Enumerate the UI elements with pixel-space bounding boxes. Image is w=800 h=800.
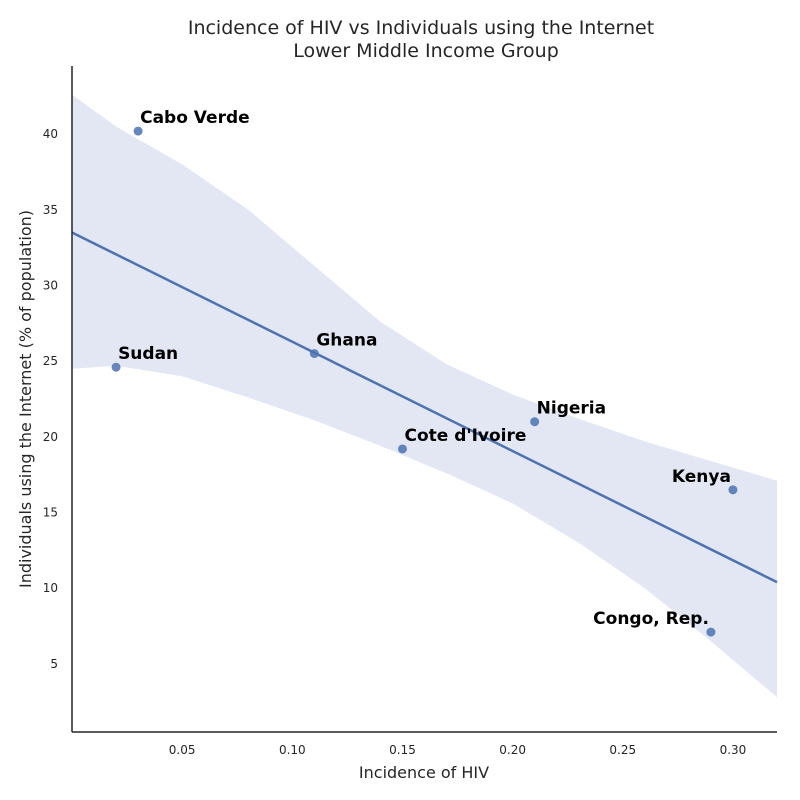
x-tick-labels: 0.05 0.10 0.15 0.20 0.25 0.30 [169, 743, 747, 757]
data-point-ghana [309, 349, 319, 359]
x-tick-label: 0.15 [389, 743, 416, 757]
chart-title-line-1: Incidence of HIV vs Individuals using th… [188, 17, 654, 39]
y-axis-label: Individuals using the Internet (% of pop… [16, 210, 35, 588]
data-point-sudan [111, 362, 121, 372]
point-label-ghana: Ghana [316, 331, 377, 351]
data-point-cote-d-ivoire [397, 444, 407, 454]
y-tick-label: 35 [43, 203, 58, 217]
y-tick-label: 10 [43, 581, 58, 595]
y-tick-label: 40 [43, 127, 58, 141]
point-label-cote-d-ivoire: Cote d'Ivoire [404, 426, 526, 446]
data-point-congo-rep [706, 627, 716, 637]
point-label-nigeria: Nigeria [537, 399, 606, 419]
regression-line [71, 231, 778, 584]
y-tick-label: 15 [43, 506, 58, 520]
confidence-band [72, 94, 777, 698]
chart-title-line-2: Lower Middle Income Group [293, 40, 559, 62]
y-tick-label: 30 [43, 278, 58, 292]
y-tick-labels: 5 10 15 20 25 30 35 40 [43, 127, 58, 671]
y-tick-label: 5 [50, 657, 58, 671]
x-tick-label: 0.10 [279, 743, 306, 757]
y-tick-label: 25 [43, 354, 58, 368]
point-label-congo-rep: Congo, Rep. [593, 609, 709, 629]
data-point-nigeria [530, 417, 540, 427]
x-tick-label: 0.05 [169, 743, 196, 757]
x-tick-label: 0.25 [609, 743, 636, 757]
y-tick-label: 20 [43, 430, 58, 444]
plot-area: Cabo Verde Sudan Ghana Cote d'Ivoire Nigeria… [71, 94, 778, 698]
data-point-kenya [728, 485, 738, 495]
point-label-cabo-verde: Cabo Verde [140, 108, 250, 128]
point-label-kenya: Kenya [672, 467, 731, 487]
data-point-cabo-verde [133, 126, 143, 136]
x-axis-label: Incidence of HIV [359, 763, 489, 782]
x-tick-label: 0.30 [720, 743, 747, 757]
x-tick-label: 0.20 [499, 743, 526, 757]
point-label-sudan: Sudan [118, 344, 178, 364]
